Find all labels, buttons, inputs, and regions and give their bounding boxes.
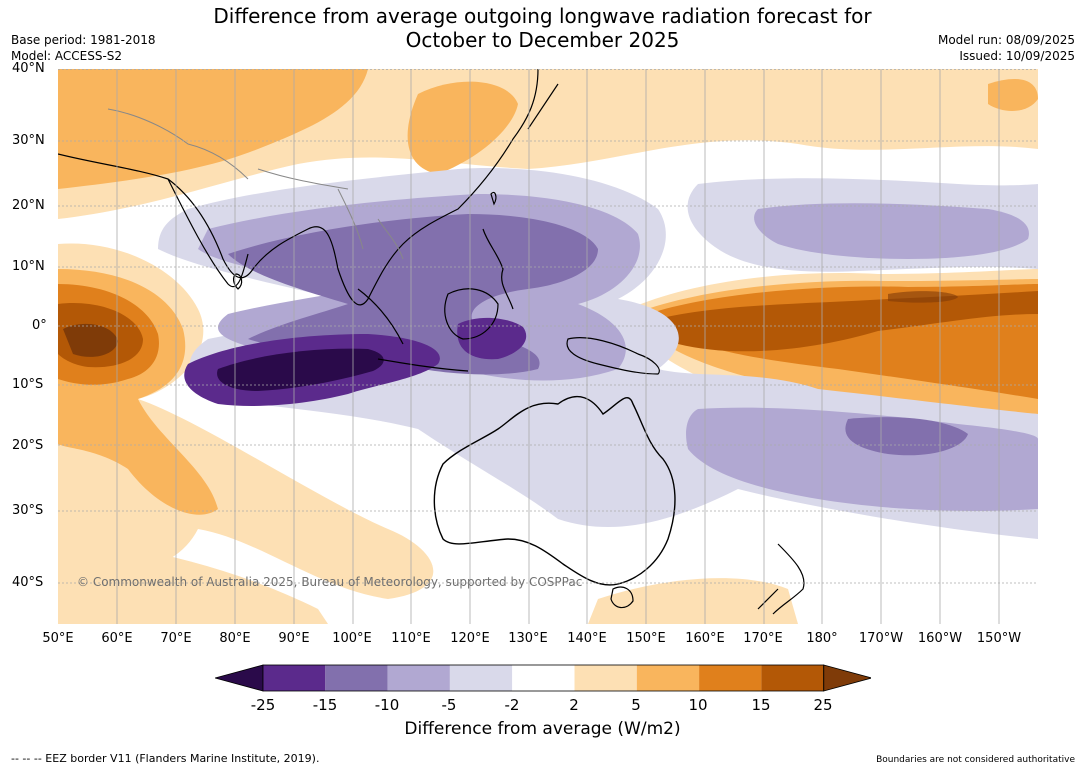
- colorbar-bin: [636, 665, 700, 691]
- colorbar-tick-label: -25: [250, 696, 276, 714]
- issued-date: Issued: 10/09/2025: [959, 49, 1075, 63]
- lon-label: 90°E: [278, 631, 310, 646]
- colorbar-bin: [761, 665, 824, 691]
- australia-outline: [433, 395, 676, 586]
- southwest-pacific-light: [588, 578, 798, 624]
- sumatra-java-outline: [357, 288, 469, 372]
- north-pacific-negative: [754, 203, 1029, 259]
- colorbar-extend-low: [215, 664, 264, 692]
- lon-label: 150°W: [976, 631, 1022, 646]
- lon-label: 70°E: [160, 631, 192, 646]
- lat-label: 10°S: [12, 377, 44, 392]
- sri-lanka-outline: [232, 273, 243, 290]
- colorbar-tick-label: 15: [751, 696, 771, 714]
- model-run: Model run: 08/09/2025: [937, 33, 1075, 47]
- colorbar-tick-label: -2: [504, 696, 520, 714]
- lon-label: 170°E: [743, 631, 783, 646]
- lat-label: 20°S: [12, 438, 44, 453]
- map-title: Difference from average outgoing longwav…: [0, 4, 1085, 52]
- lon-label: 80°E: [219, 631, 251, 646]
- asia-coastline: [58, 69, 539, 306]
- anomaly-map-svg: [58, 69, 1038, 624]
- lat-label: 40°N: [12, 61, 45, 76]
- taiwan-outline: [490, 191, 497, 206]
- colorbar-bin: [263, 665, 326, 691]
- maritime-negative-strong: [228, 214, 598, 375]
- colorbar-tick-label: -15: [312, 696, 338, 714]
- lat-label: 30°S: [12, 503, 44, 518]
- colorbar-frame: [262, 664, 825, 692]
- tasmania-outline: [610, 586, 634, 609]
- run-info: Model run: 08/09/2025 Issued: 10/09/2025: [938, 32, 1075, 64]
- new-guinea-outline: [566, 337, 660, 375]
- lon-label: 140°E: [567, 631, 607, 646]
- colorbar-bin: [699, 665, 762, 691]
- india-coastline: [167, 178, 249, 288]
- title-line-2: October to December 2025: [405, 28, 680, 52]
- colorbar-tick-label: 5: [631, 696, 641, 714]
- colorbar-bin: [387, 665, 450, 691]
- east-pacific-core: [656, 291, 1038, 352]
- title-line-1: Difference from average outgoing longwav…: [213, 4, 872, 28]
- lon-label: 180°: [806, 631, 838, 646]
- north-positive-core: [58, 69, 368, 189]
- colorbar-tick-label: 2: [569, 696, 579, 714]
- south-pacific-negative-core: [845, 417, 968, 456]
- lat-label: 10°N: [12, 259, 45, 274]
- model-name: Model: ACCESS-S2: [11, 49, 123, 63]
- lon-label: 100°E: [332, 631, 372, 646]
- lat-label: 30°N: [12, 133, 45, 148]
- forecast-map: [58, 69, 1038, 624]
- colorbar-bin: [325, 665, 388, 691]
- lon-label: 60°E: [101, 631, 133, 646]
- lat-label: 0°: [32, 318, 47, 333]
- philippines-outline: [482, 228, 514, 310]
- colorbar-bin: [574, 665, 637, 691]
- lon-label: 120°E: [450, 631, 490, 646]
- lat-label: 40°S: [12, 575, 44, 590]
- borneo-outline: [444, 288, 499, 340]
- west-indian-max: [63, 323, 118, 357]
- colorbar-bin: [449, 665, 513, 691]
- colorbar-tick-label: -10: [374, 696, 400, 714]
- south-indian-light: [58, 539, 328, 624]
- copyright-notice: © Commonwealth of Australia 2025, Bureau…: [77, 575, 583, 589]
- colorbar-tick-label: -5: [441, 696, 457, 714]
- national-borders: [107, 108, 404, 260]
- japan-outline: [527, 83, 559, 130]
- lat-label: 20°N: [12, 198, 45, 213]
- maritime-negative-dark: [457, 317, 527, 360]
- colorbar-bin: [512, 665, 575, 691]
- lon-label: 160°W: [917, 631, 963, 646]
- boundaries-disclaimer: Boundaries are not considered authoritat…: [876, 755, 1075, 765]
- lon-label: 160°E: [685, 631, 725, 646]
- new-zealand-outline: [757, 543, 805, 615]
- lon-label: 150°E: [626, 631, 666, 646]
- model-info: Base period: 1981-2018 Model: ACCESS-S2: [11, 32, 156, 64]
- lon-label: 110°E: [391, 631, 431, 646]
- northeast-positive: [988, 79, 1038, 111]
- lon-label: 130°E: [508, 631, 548, 646]
- colorbar: [215, 664, 871, 692]
- lon-label: 170°W: [858, 631, 904, 646]
- colorbar-tick-label: 25: [813, 696, 833, 714]
- nw-pacific-positive: [407, 81, 518, 174]
- east-pacific-max: [888, 291, 958, 303]
- eez-border-note: -- -- -- EEZ border V11 (Flanders Marine…: [11, 752, 320, 765]
- base-period: Base period: 1981-2018: [11, 33, 156, 47]
- lon-label: 50°E: [42, 631, 74, 646]
- colorbar-title: Difference from average (W/m2): [404, 719, 681, 739]
- gridlines: [58, 69, 1038, 624]
- colorbar-extend-high: [823, 664, 871, 692]
- indian-negative-max: [217, 348, 384, 391]
- colorbar-tick-label: 10: [688, 696, 708, 714]
